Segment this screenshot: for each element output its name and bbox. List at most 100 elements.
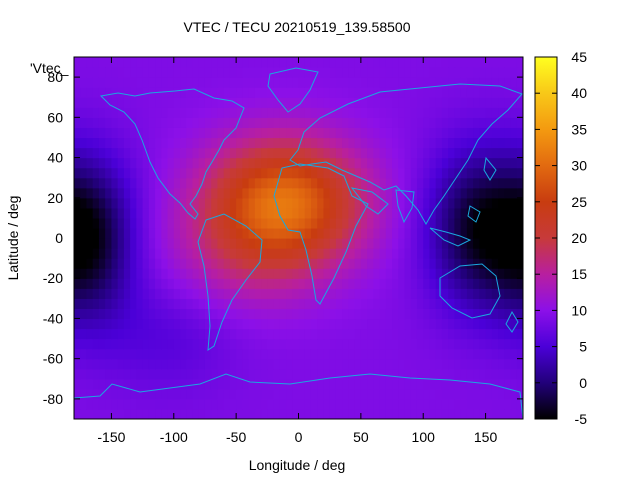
heat-cell	[379, 97, 387, 108]
heat-cell	[192, 97, 200, 108]
heat-cell	[211, 368, 219, 380]
heat-cell	[348, 248, 356, 259]
heat-cell	[198, 358, 206, 370]
heat-cell	[192, 157, 200, 169]
heat-cell	[392, 318, 399, 330]
heat-cell	[173, 368, 181, 380]
heat-cell	[217, 318, 225, 330]
heat-cell	[298, 358, 306, 370]
heat-cell	[254, 87, 262, 98]
heat-cell	[441, 288, 449, 299]
heat-cell	[161, 67, 169, 78]
heat-cell	[473, 147, 480, 159]
heat-cell	[404, 248, 412, 259]
heat-cell	[105, 207, 113, 219]
heat-cell	[404, 227, 412, 239]
heat-cell	[248, 157, 256, 169]
heat-cell	[498, 117, 505, 128]
heat-cell	[429, 358, 437, 370]
heat-cell	[155, 358, 162, 370]
heat-cell	[510, 167, 518, 179]
heat-cell	[460, 87, 468, 98]
colorbar-tick-label: 15	[571, 266, 587, 282]
heat-cell	[354, 107, 362, 118]
heat-cell	[105, 348, 113, 360]
heat-cell	[392, 117, 399, 128]
heat-cell	[136, 308, 144, 320]
heat-cell	[186, 107, 194, 118]
heat-cell	[454, 388, 462, 400]
heat-cell	[304, 97, 312, 108]
heat-cell	[229, 187, 237, 199]
heat-cell	[223, 318, 231, 330]
heat-cell	[416, 67, 424, 78]
heat-cell	[498, 147, 505, 159]
heat-cell	[310, 167, 318, 179]
heat-cell	[317, 408, 325, 419]
heat-cell	[217, 117, 225, 128]
heat-cell	[123, 258, 131, 269]
heat-cell	[273, 398, 281, 410]
heat-cell	[435, 378, 443, 390]
x-tick-label: -50	[226, 429, 246, 445]
heat-cell	[435, 157, 443, 169]
heat-cell	[423, 87, 431, 98]
heat-cell	[236, 348, 243, 360]
heat-cell	[167, 107, 175, 118]
heat-cell	[516, 298, 523, 309]
heat-cell	[229, 137, 237, 149]
heat-cell	[192, 318, 200, 330]
heat-cell	[80, 268, 88, 279]
heat-cell	[460, 157, 468, 169]
heat-cell	[130, 328, 137, 340]
heat-cell	[161, 57, 169, 68]
heat-cell	[142, 107, 150, 118]
heat-cell	[223, 217, 231, 229]
heat-cell	[454, 408, 462, 419]
heat-cell	[273, 338, 281, 350]
heat-cell	[267, 127, 275, 139]
heat-cell	[273, 328, 281, 340]
heat-cell	[136, 137, 144, 149]
heat-cell	[304, 67, 312, 78]
heat-cell	[211, 117, 219, 128]
heat-cell	[479, 328, 487, 340]
heat-cell	[329, 348, 337, 360]
heat-cell	[111, 388, 119, 400]
heat-cell	[485, 338, 493, 350]
heat-cell	[173, 117, 181, 128]
heat-cell	[292, 87, 300, 98]
heat-cell	[473, 157, 480, 169]
heat-cell	[261, 67, 268, 78]
heat-cell	[186, 217, 194, 229]
heat-cell	[360, 87, 368, 98]
heat-cell	[466, 268, 474, 279]
heat-cell	[236, 378, 243, 390]
heat-cell	[117, 258, 125, 269]
heat-cell	[329, 358, 337, 370]
heat-cell	[80, 388, 88, 400]
heat-cell	[342, 187, 349, 199]
heat-cell	[261, 97, 268, 108]
heat-cell	[148, 227, 156, 239]
heat-cell	[360, 278, 368, 289]
heat-cell	[504, 298, 512, 309]
heat-cell	[142, 177, 150, 189]
heat-cell	[491, 87, 499, 98]
heat-cell	[373, 147, 381, 159]
heat-cell	[335, 398, 343, 410]
heat-cell	[360, 268, 368, 279]
heat-cell	[335, 388, 343, 400]
heat-cell	[92, 167, 100, 179]
heat-cell	[74, 107, 81, 118]
heat-cell	[504, 348, 512, 360]
heat-cell	[80, 217, 88, 229]
heat-cell	[385, 288, 393, 299]
heat-cell	[111, 217, 119, 229]
heat-cell	[354, 348, 362, 360]
heat-cell	[261, 57, 268, 68]
heat-cell	[211, 227, 219, 239]
heat-cell	[161, 177, 169, 189]
heat-cell	[98, 227, 106, 239]
heat-cell	[416, 97, 424, 108]
